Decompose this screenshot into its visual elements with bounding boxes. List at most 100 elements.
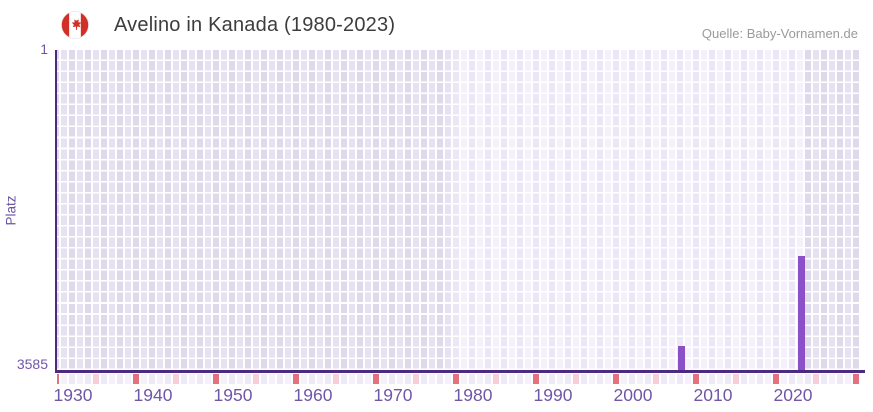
marker-cell xyxy=(829,373,836,384)
year-column xyxy=(165,50,172,370)
rank-bar-2006 xyxy=(677,345,685,370)
x-tick-1970: 1970 xyxy=(373,385,413,405)
year-column xyxy=(645,50,652,370)
marker-cell xyxy=(677,373,684,384)
marker-cell xyxy=(453,373,460,384)
source-attribution: Quelle: Baby-Vornamen.de xyxy=(701,26,858,41)
year-column xyxy=(349,50,356,370)
x-axis-line xyxy=(55,370,865,373)
year-column xyxy=(733,50,740,370)
year-column xyxy=(413,50,420,370)
missing-year-marker-strip xyxy=(57,373,863,384)
marker-cell xyxy=(661,373,668,384)
year-column xyxy=(549,50,556,370)
year-column xyxy=(309,50,316,370)
marker-cell xyxy=(541,373,548,384)
marker-cell xyxy=(701,373,708,384)
marker-cell xyxy=(285,373,292,384)
year-column xyxy=(573,50,580,370)
year-column xyxy=(229,50,236,370)
year-column xyxy=(205,50,212,370)
year-column xyxy=(429,50,436,370)
year-column xyxy=(245,50,252,370)
marker-cell xyxy=(57,373,60,384)
marker-cell xyxy=(493,373,500,384)
marker-cell xyxy=(85,373,92,384)
marker-cell xyxy=(109,373,116,384)
marker-cell xyxy=(221,373,228,384)
year-column xyxy=(693,50,700,370)
year-column xyxy=(661,50,668,370)
marker-cell xyxy=(381,373,388,384)
year-column xyxy=(269,50,276,370)
marker-cell xyxy=(765,373,772,384)
marker-cell xyxy=(197,373,204,384)
marker-cell xyxy=(333,373,340,384)
marker-cell xyxy=(317,373,324,384)
marker-cell xyxy=(149,373,156,384)
year-column xyxy=(669,50,676,370)
marker-cell xyxy=(237,373,244,384)
rank-bar-2021 xyxy=(797,255,805,370)
marker-cell xyxy=(533,373,540,384)
year-column xyxy=(757,50,764,370)
marker-cell xyxy=(349,373,356,384)
x-tick-1950: 1950 xyxy=(213,385,253,405)
marker-cell xyxy=(693,373,700,384)
year-column xyxy=(69,50,76,370)
year-column xyxy=(613,50,620,370)
x-tick-1960: 1960 xyxy=(293,385,333,405)
year-column xyxy=(749,50,756,370)
marker-cell xyxy=(485,373,492,384)
x-tick-1940: 1940 xyxy=(133,385,173,405)
year-column xyxy=(93,50,100,370)
year-column xyxy=(517,50,524,370)
marker-cell xyxy=(637,373,644,384)
year-column xyxy=(317,50,324,370)
marker-cell xyxy=(645,373,652,384)
year-column xyxy=(533,50,540,370)
marker-cell xyxy=(341,373,348,384)
year-column xyxy=(637,50,644,370)
marker-cell xyxy=(813,373,820,384)
year-column xyxy=(285,50,292,370)
marker-cell xyxy=(269,373,276,384)
year-column xyxy=(493,50,500,370)
marker-cell xyxy=(77,373,84,384)
year-column xyxy=(253,50,260,370)
year-column xyxy=(61,50,68,370)
marker-cell xyxy=(229,373,236,384)
marker-cell xyxy=(821,373,828,384)
year-column xyxy=(197,50,204,370)
marker-cell xyxy=(413,373,420,384)
year-column xyxy=(373,50,380,370)
marker-cell xyxy=(653,373,660,384)
year-column xyxy=(109,50,116,370)
year-column xyxy=(741,50,748,370)
plot-area xyxy=(57,50,863,370)
marker-cell xyxy=(61,373,68,384)
year-column xyxy=(261,50,268,370)
marker-cell xyxy=(629,373,636,384)
year-column xyxy=(421,50,428,370)
year-column xyxy=(357,50,364,370)
year-column xyxy=(445,50,452,370)
marker-cell xyxy=(357,373,364,384)
year-column xyxy=(813,50,820,370)
marker-cell xyxy=(789,373,796,384)
marker-cell xyxy=(565,373,572,384)
marker-cell xyxy=(309,373,316,384)
year-column xyxy=(213,50,220,370)
marker-cell xyxy=(621,373,628,384)
marker-cell xyxy=(477,373,484,384)
year-column xyxy=(725,50,732,370)
year-column xyxy=(453,50,460,370)
year-column xyxy=(149,50,156,370)
year-column xyxy=(181,50,188,370)
marker-cell xyxy=(853,373,860,384)
marker-cell xyxy=(525,373,532,384)
marker-cell xyxy=(461,373,468,384)
marker-cell xyxy=(69,373,76,384)
marker-cell xyxy=(757,373,764,384)
year-column xyxy=(717,50,724,370)
